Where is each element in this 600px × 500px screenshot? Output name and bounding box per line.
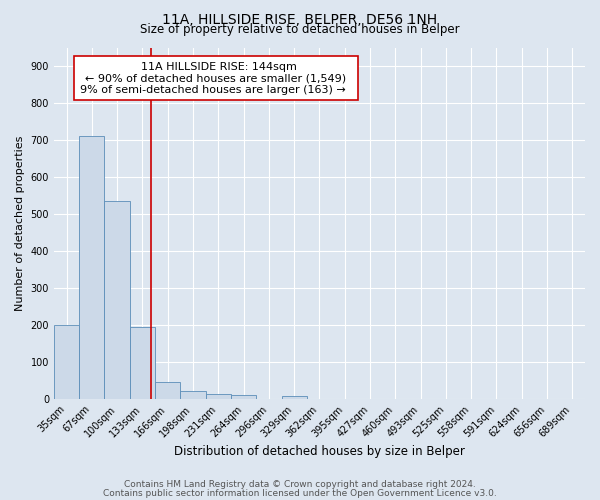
Bar <box>79 136 104 399</box>
Text: 11A, HILLSIDE RISE, BELPER, DE56 1NH: 11A, HILLSIDE RISE, BELPER, DE56 1NH <box>163 12 437 26</box>
Bar <box>206 394 231 399</box>
Text: Contains HM Land Registry data © Crown copyright and database right 2024.: Contains HM Land Registry data © Crown c… <box>124 480 476 489</box>
Bar <box>281 396 307 399</box>
Text: Contains public sector information licensed under the Open Government Licence v3: Contains public sector information licen… <box>103 490 497 498</box>
X-axis label: Distribution of detached houses by size in Belper: Distribution of detached houses by size … <box>174 444 465 458</box>
Bar <box>130 327 155 399</box>
Bar <box>54 325 79 399</box>
Bar <box>104 201 130 399</box>
Bar <box>155 382 181 399</box>
Text: 11A HILLSIDE RISE: 144sqm
← 90% of detached houses are smaller (1,549)
9% of sem: 11A HILLSIDE RISE: 144sqm ← 90% of detac… <box>80 62 352 95</box>
Bar <box>231 396 256 399</box>
Text: Size of property relative to detached houses in Belper: Size of property relative to detached ho… <box>140 24 460 36</box>
Bar <box>181 391 206 399</box>
Y-axis label: Number of detached properties: Number of detached properties <box>15 136 25 311</box>
